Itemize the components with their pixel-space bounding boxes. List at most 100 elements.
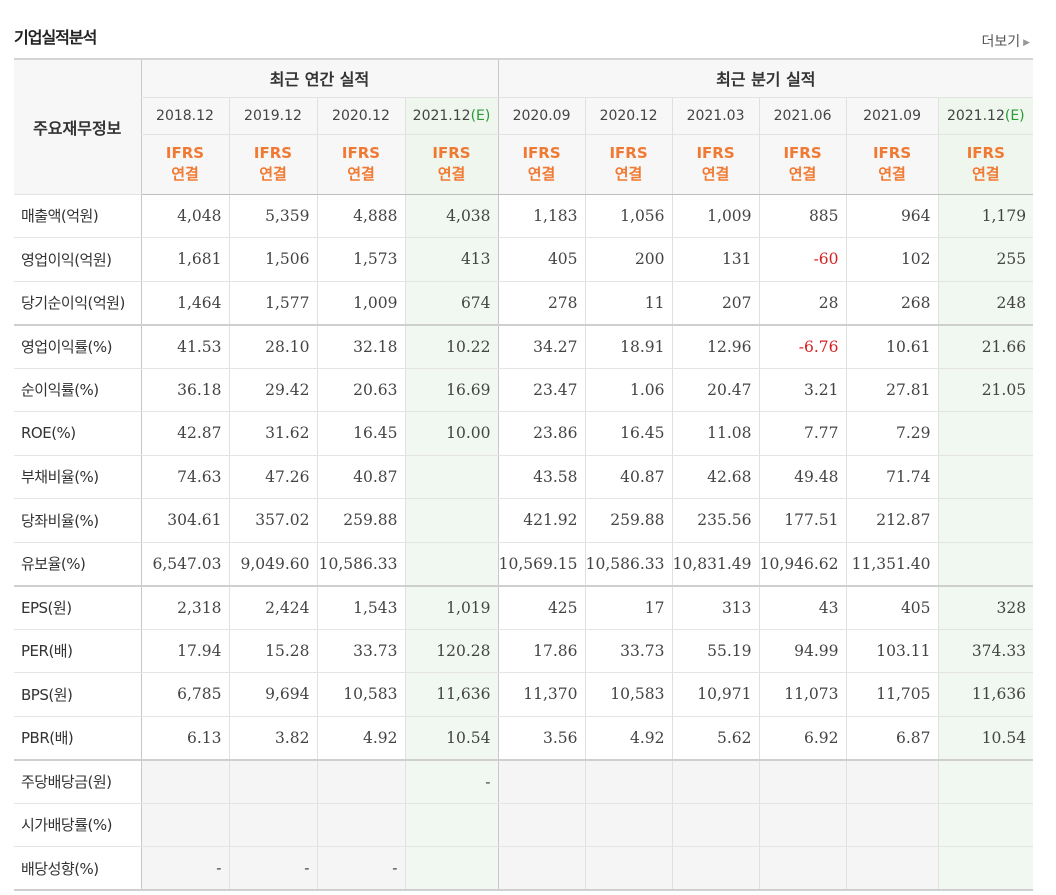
table-cell: 1,009 bbox=[316, 281, 405, 326]
table-cell: 1,183 bbox=[497, 194, 586, 238]
consolidated-label: 연결 bbox=[527, 165, 556, 183]
table-cell: 11.08 bbox=[671, 411, 760, 456]
header-label: 주요재무정보 bbox=[14, 58, 141, 195]
period-header: 2020.12 bbox=[584, 97, 673, 135]
ifrs-header-row: IFRS 연결 IFRS 연결 IFRS 연결 IFRS 연결 IFRS 연결 IFRS 연결 IFRS… bbox=[14, 134, 1034, 195]
table-cell: 33.73 bbox=[316, 629, 405, 673]
table-cell: -60 bbox=[758, 237, 847, 282]
financial-table: 주요재무정보 최근 연간 실적 최근 분기 실적 2018.12 2019.12 2… bbox=[14, 58, 1034, 891]
ifrs-badge: IFRS 연결 bbox=[845, 134, 939, 195]
period-date: 2021.06 bbox=[773, 107, 832, 124]
period-header: 2021.12(E) bbox=[937, 97, 1034, 135]
table-cell: 7.29 bbox=[845, 411, 939, 456]
table-cell: 304.61 bbox=[140, 498, 229, 543]
table-cell: 42.87 bbox=[140, 411, 229, 456]
table-cell: 11,370 bbox=[497, 672, 586, 717]
table-cell bbox=[316, 759, 405, 804]
table-cell: 103.11 bbox=[845, 629, 939, 673]
table-cell: 1,009 bbox=[671, 194, 760, 238]
period-date: 2021.12 bbox=[946, 107, 1005, 124]
table-cell: 41.53 bbox=[140, 324, 229, 369]
table-row: 영업이익률(%) 41.53 28.10 32.18 10.22 34.27 18.91 12… bbox=[14, 324, 1034, 369]
table-row: 당기순이익(억원) 1,464 1,577 1,009 674 278 11 207 28 268… bbox=[14, 281, 1034, 326]
date-header-row: 2018.12 2019.12 2020.12 2021.12(E) 2020.09 20… bbox=[14, 97, 1034, 135]
ifrs-label: IFRS bbox=[966, 144, 1005, 162]
table-cell: 964 bbox=[845, 194, 939, 238]
table-cell: 36.18 bbox=[140, 368, 229, 412]
row-label: 배당성향(%) bbox=[14, 846, 141, 891]
period-date: 2021.09 bbox=[863, 107, 921, 124]
period-header: 2021.06 bbox=[758, 97, 847, 135]
period-header: 2018.12 bbox=[140, 97, 229, 135]
table-cell: 1,056 bbox=[584, 194, 673, 238]
table-cell: 17.86 bbox=[497, 629, 586, 673]
table-cell: 2,424 bbox=[228, 585, 317, 630]
period-header: 2021.12(E) bbox=[404, 97, 499, 135]
table-cell: 10.61 bbox=[845, 324, 939, 369]
table-cell: 12.96 bbox=[671, 324, 760, 369]
table-cell: 674 bbox=[404, 281, 499, 326]
consolidated-label: 연결 bbox=[437, 165, 466, 183]
table-cell bbox=[937, 498, 1034, 543]
row-label: 시가배당률(%) bbox=[14, 803, 141, 847]
table-cell bbox=[758, 846, 847, 891]
table-cell: 16.69 bbox=[404, 368, 499, 412]
table-cell: 34.27 bbox=[497, 324, 586, 369]
table-cell: 32.18 bbox=[316, 324, 405, 369]
table-cell: 10,569.15 bbox=[497, 542, 586, 587]
table-cell bbox=[845, 803, 939, 847]
table-row: 순이익률(%) 36.18 29.42 20.63 16.69 23.47 1.06 20.4… bbox=[14, 368, 1034, 412]
row-label: 부채비율(%) bbox=[14, 455, 141, 499]
table-cell: 278 bbox=[497, 281, 586, 326]
table-row: PER(배) 17.94 15.28 33.73 120.28 17.86 33.73 55.… bbox=[14, 629, 1034, 673]
table-cell bbox=[228, 759, 317, 804]
table-cell bbox=[404, 803, 499, 847]
table-row: 시가배당률(%) bbox=[14, 803, 1034, 847]
table-row: PBR(배) 6.13 3.82 4.92 10.54 3.56 4.92 5.62 6.92 6… bbox=[14, 716, 1034, 761]
table-cell: 10,583 bbox=[584, 672, 673, 717]
table-cell: 259.88 bbox=[584, 498, 673, 543]
table-cell: 10,586.33 bbox=[316, 542, 405, 587]
table-cell: 16.45 bbox=[584, 411, 673, 456]
more-link[interactable]: 더보기 ▶ bbox=[981, 31, 1030, 51]
row-label: 당좌비율(%) bbox=[14, 498, 141, 543]
table-cell: 3.21 bbox=[758, 368, 847, 412]
table-cell: 5.62 bbox=[671, 716, 760, 761]
table-cell: 131 bbox=[671, 237, 760, 282]
table-cell: - bbox=[228, 846, 317, 891]
table-cell: 10.54 bbox=[404, 716, 499, 761]
table-cell: 6.13 bbox=[140, 716, 229, 761]
ifrs-badge: IFRS 연결 bbox=[316, 134, 405, 195]
table-cell bbox=[404, 846, 499, 891]
period-header: 2021.09 bbox=[845, 97, 939, 135]
table-cell bbox=[671, 803, 760, 847]
consolidated-label: 연결 bbox=[878, 165, 906, 183]
table-cell: 10,971 bbox=[671, 672, 760, 717]
section-title: 기업실적분석 bbox=[14, 28, 97, 47]
table-cell: 885 bbox=[758, 194, 847, 238]
period-date: 2021.12 bbox=[412, 107, 471, 124]
table-cell: 1,464 bbox=[140, 281, 229, 326]
table-cell: 10.00 bbox=[404, 411, 499, 456]
table-row: ROE(%) 42.87 31.62 16.45 10.00 23.86 16.45 11.0… bbox=[14, 411, 1034, 456]
table-cell: 212.87 bbox=[845, 498, 939, 543]
table-row: 주당배당금(원) - bbox=[14, 759, 1034, 804]
ifrs-label: IFRS bbox=[783, 144, 822, 162]
table-cell: 7.77 bbox=[758, 411, 847, 456]
table-cell: 10.22 bbox=[404, 324, 499, 369]
table-cell: 405 bbox=[497, 237, 586, 282]
table-cell: - bbox=[140, 846, 229, 891]
table-cell: 1,019 bbox=[404, 585, 499, 630]
table-cell: 40.87 bbox=[316, 455, 405, 499]
table-cell: 28 bbox=[758, 281, 847, 326]
table-cell bbox=[140, 759, 229, 804]
table-cell: 4,888 bbox=[316, 194, 405, 238]
consolidated-label: 연결 bbox=[971, 165, 1000, 183]
table-cell bbox=[584, 759, 673, 804]
table-cell: 40.87 bbox=[584, 455, 673, 499]
ifrs-badge: IFRS 연결 bbox=[937, 134, 1034, 195]
table-cell: 47.26 bbox=[228, 455, 317, 499]
table-cell: 4.92 bbox=[584, 716, 673, 761]
period-date: 2021.03 bbox=[686, 107, 745, 124]
table-cell bbox=[584, 803, 673, 847]
